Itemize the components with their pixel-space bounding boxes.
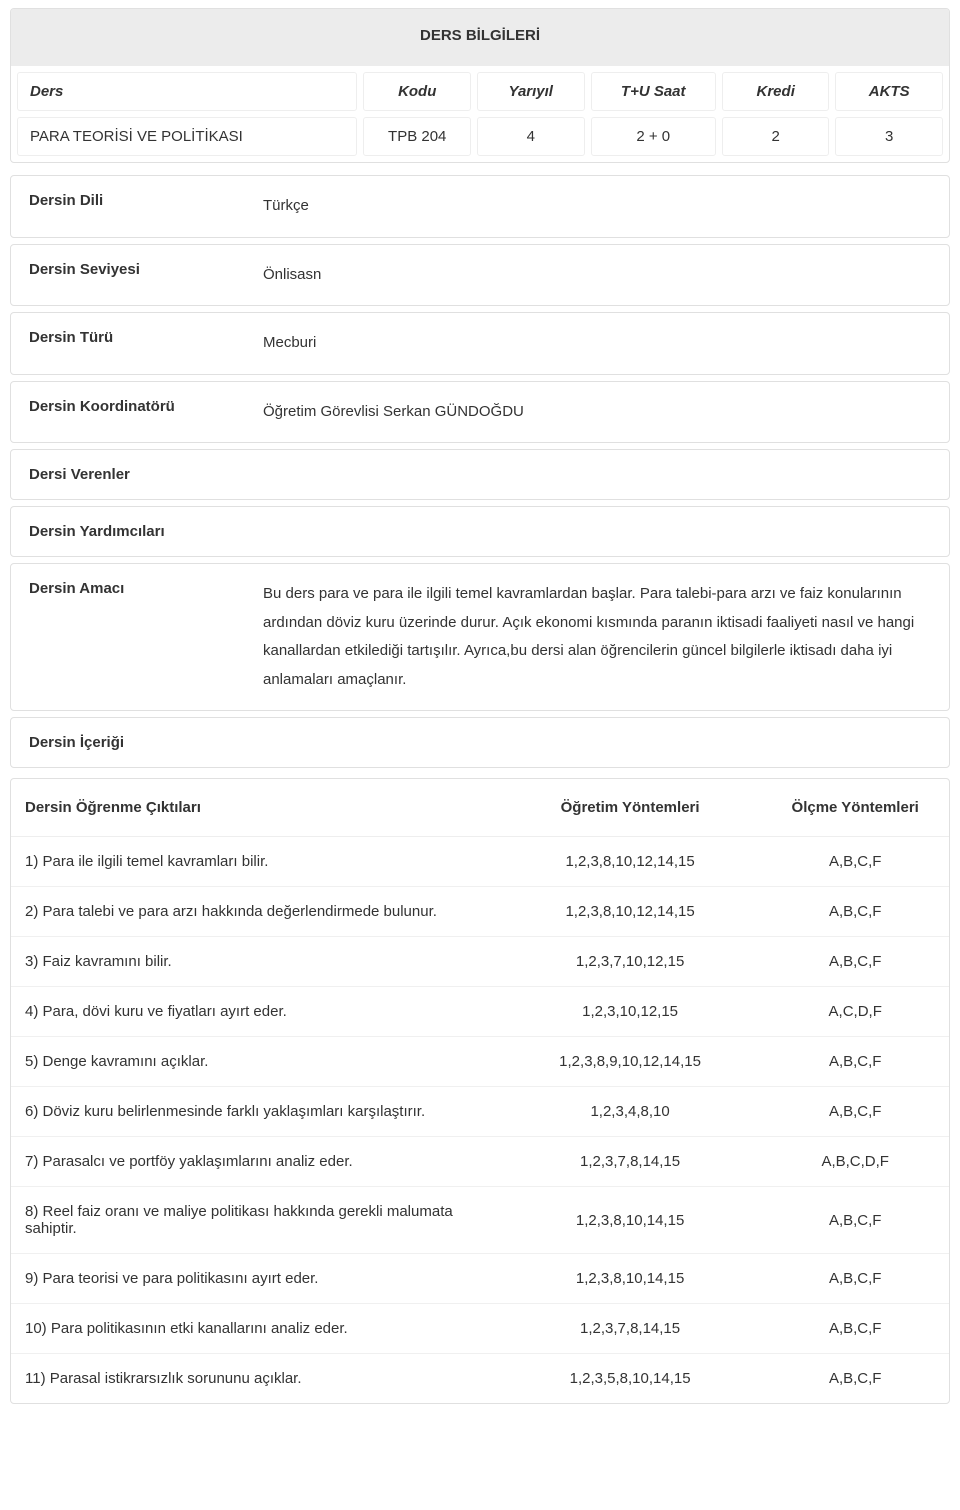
cell-credit: 2 (722, 117, 830, 156)
outcome-teaching: 1,2,3,10,12,15 (499, 987, 762, 1037)
outcome-assessment: A,B,C,F (761, 887, 949, 937)
cell-course: PARA TEORİSİ VE POLİTİKASI (17, 117, 357, 156)
outcome-row: 7) Parasalcı ve portföy yaklaşımlarını a… (11, 1137, 949, 1187)
outcome-teaching: 1,2,3,8,9,10,12,14,15 (499, 1037, 762, 1087)
kv-assistants-label: Dersin Yardımcıları (29, 523, 239, 540)
outcome-assessment: A,B,C,F (761, 1087, 949, 1137)
outcome-assessment: A,C,D,F (761, 987, 949, 1037)
col-code: Kodu (363, 72, 471, 111)
outcome-text: 10) Para politikasının etki kanallarını … (11, 1304, 499, 1354)
cell-ects: 3 (835, 117, 943, 156)
kv-aim-label: Dersin Amacı (29, 580, 239, 597)
kv-instructors: Dersi Verenler (10, 449, 950, 500)
col-credit: Kredi (722, 72, 830, 111)
outcome-teaching: 1,2,3,8,10,14,15 (499, 1254, 762, 1304)
kv-content-label: Dersin İçeriği (29, 734, 239, 751)
course-head-data-row: PARA TEORİSİ VE POLİTİKASI TPB 204 4 2 +… (17, 117, 943, 156)
outcome-row: 11) Parasal istikrarsızlık sorununu açık… (11, 1354, 949, 1404)
kv-content: Dersin İçeriği (10, 717, 950, 768)
outcome-teaching: 1,2,3,7,8,14,15 (499, 1304, 762, 1354)
outcome-row: 3) Faiz kavramını bilir.1,2,3,7,10,12,15… (11, 937, 949, 987)
outcome-row: 4) Para, dövi kuru ve fiyatları ayırt ed… (11, 987, 949, 1037)
kv-language: Dersin Dili Türkçe (10, 175, 950, 238)
outcome-text: 7) Parasalcı ve portföy yaklaşımlarını a… (11, 1137, 499, 1187)
kv-level-value: Önlisasn (263, 261, 931, 290)
outcome-teaching: 1,2,3,7,8,14,15 (499, 1137, 762, 1187)
outcome-assessment: A,B,C,F (761, 1354, 949, 1404)
outcome-teaching: 1,2,3,8,10,14,15 (499, 1187, 762, 1254)
kv-aim-value: Bu ders para ve para ile ilgili temel ka… (263, 580, 931, 694)
outcome-text: 6) Döviz kuru belirlenmesinde farklı yak… (11, 1087, 499, 1137)
course-info-title: DERS BİLGİLERİ (11, 9, 949, 66)
col-semester: Yarıyıl (477, 72, 585, 111)
outcome-row: 5) Denge kavramını açıklar.1,2,3,8,9,10,… (11, 1037, 949, 1087)
outcome-assessment: A,B,C,F (761, 837, 949, 887)
outcomes-section: Dersin Öğrenme Çıktıları Öğretim Yönteml… (10, 778, 950, 1404)
outcome-row: 10) Para politikasının etki kanallarını … (11, 1304, 949, 1354)
col-hours: T+U Saat (591, 72, 716, 111)
outcome-row: 9) Para teorisi ve para politikasını ayı… (11, 1254, 949, 1304)
kv-assistants: Dersin Yardımcıları (10, 506, 950, 557)
outcome-row: 2) Para talebi ve para arzı hakkında değ… (11, 887, 949, 937)
kv-instructors-label: Dersi Verenler (29, 466, 239, 483)
outcomes-col-outcome: Dersin Öğrenme Çıktıları (11, 779, 499, 837)
kv-coordinator: Dersin Koordinatörü Öğretim Görevlisi Se… (10, 381, 950, 444)
outcome-assessment: A,B,C,F (761, 1037, 949, 1087)
outcome-assessment: A,B,C,D,F (761, 1137, 949, 1187)
outcomes-body: 1) Para ile ilgili temel kavramları bili… (11, 837, 949, 1404)
outcome-text: 8) Reel faiz oranı ve maliye politikası … (11, 1187, 499, 1254)
outcome-teaching: 1,2,3,7,10,12,15 (499, 937, 762, 987)
outcome-row: 1) Para ile ilgili temel kavramları bili… (11, 837, 949, 887)
outcomes-col-teaching: Öğretim Yöntemleri (499, 779, 762, 837)
kv-coordinator-value: Öğretim Görevlisi Serkan GÜNDOĞDU (263, 398, 931, 427)
outcome-assessment: A,B,C,F (761, 1254, 949, 1304)
outcomes-table: Dersin Öğrenme Çıktıları Öğretim Yönteml… (11, 779, 949, 1403)
outcome-teaching: 1,2,3,8,10,12,14,15 (499, 887, 762, 937)
col-course: Ders (17, 72, 357, 111)
cell-hours: 2 + 0 (591, 117, 716, 156)
kv-type-value: Mecburi (263, 329, 931, 358)
kv-type: Dersin Türü Mecburi (10, 312, 950, 375)
outcome-text: 1) Para ile ilgili temel kavramları bili… (11, 837, 499, 887)
kv-type-label: Dersin Türü (29, 329, 239, 346)
cell-code: TPB 204 (363, 117, 471, 156)
outcome-assessment: A,B,C,F (761, 1187, 949, 1254)
kv-language-value: Türkçe (263, 192, 931, 221)
kv-level: Dersin Seviyesi Önlisasn (10, 244, 950, 307)
kv-level-label: Dersin Seviyesi (29, 261, 239, 278)
cell-semester: 4 (477, 117, 585, 156)
outcome-assessment: A,B,C,F (761, 937, 949, 987)
course-info-section: DERS BİLGİLERİ Ders Kodu Yarıyıl T+U Saa… (10, 8, 950, 163)
outcome-text: 5) Denge kavramını açıklar. (11, 1037, 499, 1087)
outcome-teaching: 1,2,3,8,10,12,14,15 (499, 837, 762, 887)
outcome-text: 3) Faiz kavramını bilir. (11, 937, 499, 987)
kv-language-label: Dersin Dili (29, 192, 239, 209)
course-head-header-row: Ders Kodu Yarıyıl T+U Saat Kredi AKTS (17, 72, 943, 111)
kv-coordinator-label: Dersin Koordinatörü (29, 398, 239, 415)
outcome-text: 4) Para, dövi kuru ve fiyatları ayırt ed… (11, 987, 499, 1037)
outcome-text: 2) Para talebi ve para arzı hakkında değ… (11, 887, 499, 937)
outcome-teaching: 1,2,3,5,8,10,14,15 (499, 1354, 762, 1404)
outcome-teaching: 1,2,3,4,8,10 (499, 1087, 762, 1137)
col-ects: AKTS (835, 72, 943, 111)
outcome-row: 8) Reel faiz oranı ve maliye politikası … (11, 1187, 949, 1254)
outcome-text: 9) Para teorisi ve para politikasını ayı… (11, 1254, 499, 1304)
outcomes-header-row: Dersin Öğrenme Çıktıları Öğretim Yönteml… (11, 779, 949, 837)
outcome-text: 11) Parasal istikrarsızlık sorununu açık… (11, 1354, 499, 1404)
kv-aim: Dersin Amacı Bu ders para ve para ile il… (10, 563, 950, 711)
course-head-table: Ders Kodu Yarıyıl T+U Saat Kredi AKTS PA… (11, 66, 949, 162)
outcome-row: 6) Döviz kuru belirlenmesinde farklı yak… (11, 1087, 949, 1137)
outcome-assessment: A,B,C,F (761, 1304, 949, 1354)
outcomes-col-assessment: Ölçme Yöntemleri (761, 779, 949, 837)
